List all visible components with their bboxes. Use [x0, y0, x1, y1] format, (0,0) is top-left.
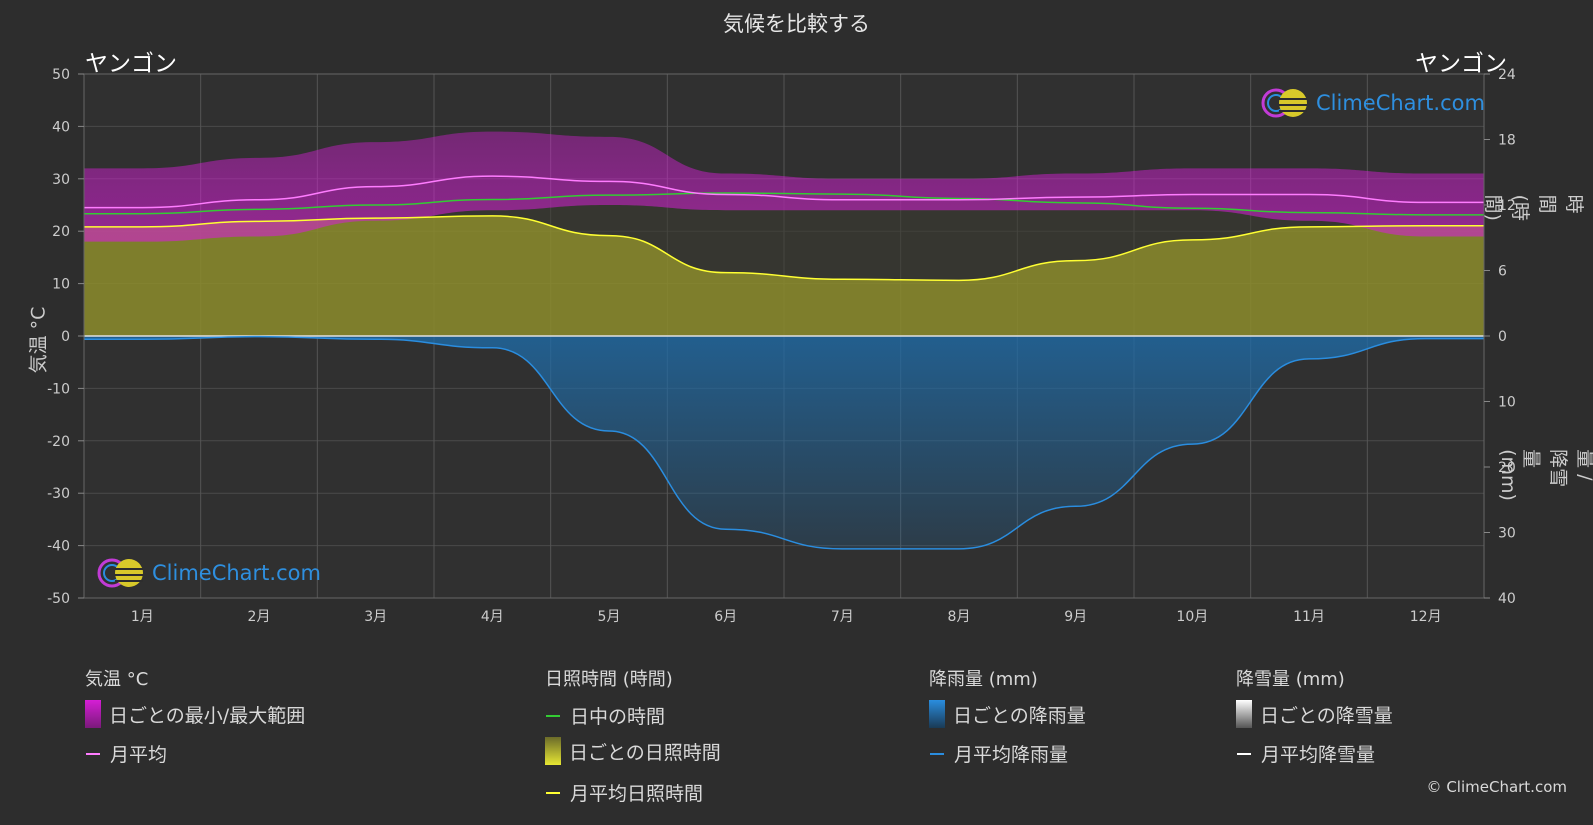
- x-tick-label: 5月: [598, 609, 621, 625]
- x-tick-label: 8月: [948, 609, 971, 625]
- location-right: ヤンゴン: [1415, 51, 1507, 77]
- legend-temp-mean: 月平均: [85, 740, 167, 767]
- chart-title: 気候を比較する: [723, 12, 870, 36]
- legend-daylight-label: 日中の時間: [570, 706, 666, 728]
- climechart-logo-icon: [97, 558, 143, 588]
- y-left-tick-label: -30: [47, 486, 70, 502]
- chart-plot: 50 40 30 20 10 0 -10 -20 -30 -40 -50 24 18 12 6 0 10 20 30…: [47, 67, 1516, 625]
- legend-snow-header: 降雪量 (mm): [1236, 669, 1345, 690]
- daylight-line: [84, 192, 1484, 216]
- temperature-range-band: [84, 131, 1484, 242]
- sunshine-mean-swatch: [546, 791, 560, 794]
- temp-mean-swatch: [86, 752, 100, 755]
- y-left-tick-label: -50: [47, 591, 70, 607]
- x-tick-label: 12月: [1410, 609, 1442, 625]
- legend-snow-mean-label: 月平均降雪量: [1261, 744, 1376, 766]
- legend-temperature-header: 気温 °C: [85, 669, 149, 690]
- y-left-tick-label: -40: [47, 539, 70, 555]
- y-right-top-tick-label: 6: [1498, 264, 1507, 280]
- y-right-top-tick-label: 18: [1498, 133, 1516, 149]
- y-right-top-tick-label: 12: [1498, 198, 1516, 214]
- climechart-logo-icon: [1261, 88, 1307, 118]
- legend-sunshine-header: 日照時間 (時間): [545, 669, 673, 690]
- y-right-bottom-tick-label: 30: [1498, 526, 1516, 542]
- x-tick-label: 6月: [714, 609, 737, 625]
- legend-temp-range-label: 日ごとの最小/最大範囲: [109, 704, 306, 727]
- y-left-tick-label: 30: [52, 172, 70, 188]
- legend-daylight: 日中の時間: [545, 702, 665, 729]
- snow-mean-swatch: [1237, 752, 1251, 755]
- x-tick-label: 4月: [481, 609, 504, 625]
- y-right-bottom-tick-label: 40: [1498, 591, 1516, 607]
- y-left-tick-label: -10: [47, 381, 70, 397]
- rain-area: [84, 336, 1484, 549]
- legend-sunshine-daily: 日ごとの日照時間: [545, 737, 721, 765]
- legend-snow-daily-label: 日ごとの降雪量: [1260, 704, 1393, 727]
- legend-temp-range: 日ごとの最小/最大範囲: [85, 700, 305, 728]
- logo-text: ClimeChart.com: [1316, 91, 1485, 115]
- sunshine-daily-swatch: [545, 737, 561, 765]
- legend-rain-header: 降雨量 (mm): [929, 669, 1038, 690]
- legend-snow-mean: 月平均降雪量: [1236, 740, 1375, 767]
- legend-temp-mean-label: 月平均: [110, 744, 168, 766]
- y-right-bottom-tick-label: 20: [1498, 460, 1516, 476]
- y-left-tick-label: 0: [61, 329, 70, 345]
- location-left: ヤンゴン: [85, 51, 177, 77]
- legend-rain-mean-label: 月平均降雨量: [954, 744, 1069, 766]
- legend-rain-mean: 月平均降雨量: [929, 740, 1068, 767]
- x-tick-label: 7月: [831, 609, 854, 625]
- sunshine-mean-line: [84, 215, 1484, 282]
- y-left-tick-label: -20: [47, 434, 70, 450]
- copyright: © ClimeChart.com: [1426, 778, 1567, 796]
- temp-range-swatch: [85, 700, 101, 728]
- temperature-mean-line: [83, 175, 1484, 209]
- legend-sunshine-mean: 月平均日照時間: [545, 779, 703, 806]
- y-left-tick-label: 40: [52, 119, 70, 135]
- x-tick-label: 11月: [1293, 609, 1325, 625]
- legend-snow-daily: 日ごとの降雪量: [1236, 700, 1393, 728]
- logo-bottom-left[interactable]: ClimeChart.com: [96, 556, 321, 590]
- logo-top-right[interactable]: ClimeChart.com: [1260, 86, 1485, 120]
- axis-ticks: 50 40 30 20 10 0 -10 -20 -30 -40 -50 24 18 12 6 0 10 20 30…: [47, 67, 1516, 625]
- rain-daily-swatch: [929, 700, 945, 728]
- y-right-top-tick-label: 24: [1498, 67, 1516, 83]
- x-tick-label: 1月: [131, 609, 154, 625]
- y-right-top-tick-label: 0: [1498, 329, 1507, 345]
- rain-mean-line: [84, 335, 1484, 550]
- legend-sunshine-daily-label: 日ごとの日照時間: [569, 741, 721, 764]
- x-tick-label: 3月: [364, 609, 387, 625]
- legend-rain-daily-label: 日ごとの降雨量: [953, 704, 1086, 727]
- logo-text: ClimeChart.com: [152, 561, 321, 585]
- snow-daily-swatch: [1236, 700, 1252, 728]
- rain-mean-swatch: [930, 752, 944, 755]
- legend-rain-daily: 日ごとの降雨量: [929, 700, 1086, 728]
- x-tick-label: 2月: [248, 609, 271, 625]
- daylight-swatch: [546, 714, 560, 717]
- x-tick-label: 10月: [1176, 609, 1208, 625]
- y-left-tick-label: 10: [52, 277, 70, 293]
- legend-sunshine-mean-label: 月平均日照時間: [570, 783, 704, 805]
- y-left-tick-label: 50: [52, 67, 70, 83]
- y-right-bottom-tick-label: 10: [1498, 395, 1516, 411]
- y-left-tick-label: 20: [52, 224, 70, 240]
- x-tick-label: 9月: [1064, 609, 1087, 625]
